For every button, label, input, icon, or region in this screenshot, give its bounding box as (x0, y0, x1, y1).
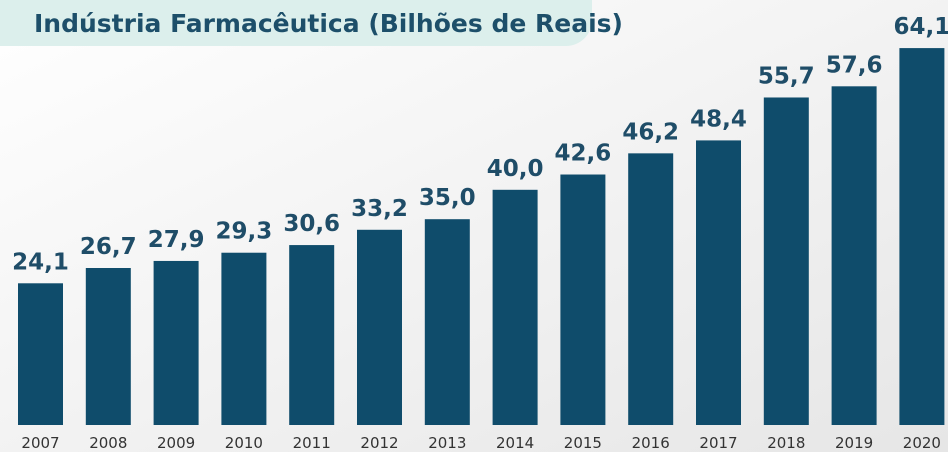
title-pill (0, 0, 592, 46)
value-label: 46,2 (622, 119, 679, 145)
bar (357, 229, 402, 425)
bar (696, 140, 741, 425)
x-tick-label: 2009 (157, 434, 195, 452)
bar (289, 245, 335, 425)
bar (153, 260, 199, 425)
bar (831, 86, 877, 425)
x-tick-label: 2013 (428, 434, 466, 452)
bar (763, 97, 809, 425)
value-label: 29,3 (216, 219, 273, 245)
x-tick-label: 2010 (225, 434, 263, 452)
value-label: 64,1 (894, 14, 948, 40)
bar (18, 283, 63, 425)
bar (899, 48, 945, 425)
x-tick-label: 2014 (496, 434, 534, 452)
x-tick-label: 2017 (699, 434, 737, 452)
x-tick-label: 2011 (293, 434, 331, 452)
value-label: 48,4 (690, 106, 747, 132)
value-label: 55,7 (758, 63, 815, 89)
value-label: 30,6 (283, 211, 340, 237)
x-tick-label: 2007 (21, 434, 59, 452)
value-label: 27,9 (148, 227, 205, 253)
bar (424, 219, 470, 425)
value-label: 35,0 (419, 185, 476, 211)
x-tick-label: 2012 (360, 434, 398, 452)
value-label: 24,1 (12, 249, 69, 275)
value-label: 57,6 (826, 52, 883, 78)
chart-title: Indústria Farmacêutica (Bilhões de Reais… (34, 9, 623, 38)
value-label: 26,7 (80, 234, 137, 260)
value-label: 33,2 (351, 196, 408, 222)
value-label: 42,6 (555, 141, 612, 167)
value-label: 40,0 (487, 156, 544, 182)
bar (560, 174, 606, 425)
x-tick-label: 2018 (767, 434, 805, 452)
x-tick-label: 2008 (89, 434, 127, 452)
x-tick-label: 2020 (903, 434, 941, 452)
x-tick-label: 2016 (632, 434, 670, 452)
x-tick-label: 2015 (564, 434, 602, 452)
x-tick-label: 2019 (835, 434, 873, 452)
bar (492, 189, 538, 425)
bar (85, 268, 131, 425)
bar (628, 153, 674, 425)
bar (221, 252, 267, 425)
